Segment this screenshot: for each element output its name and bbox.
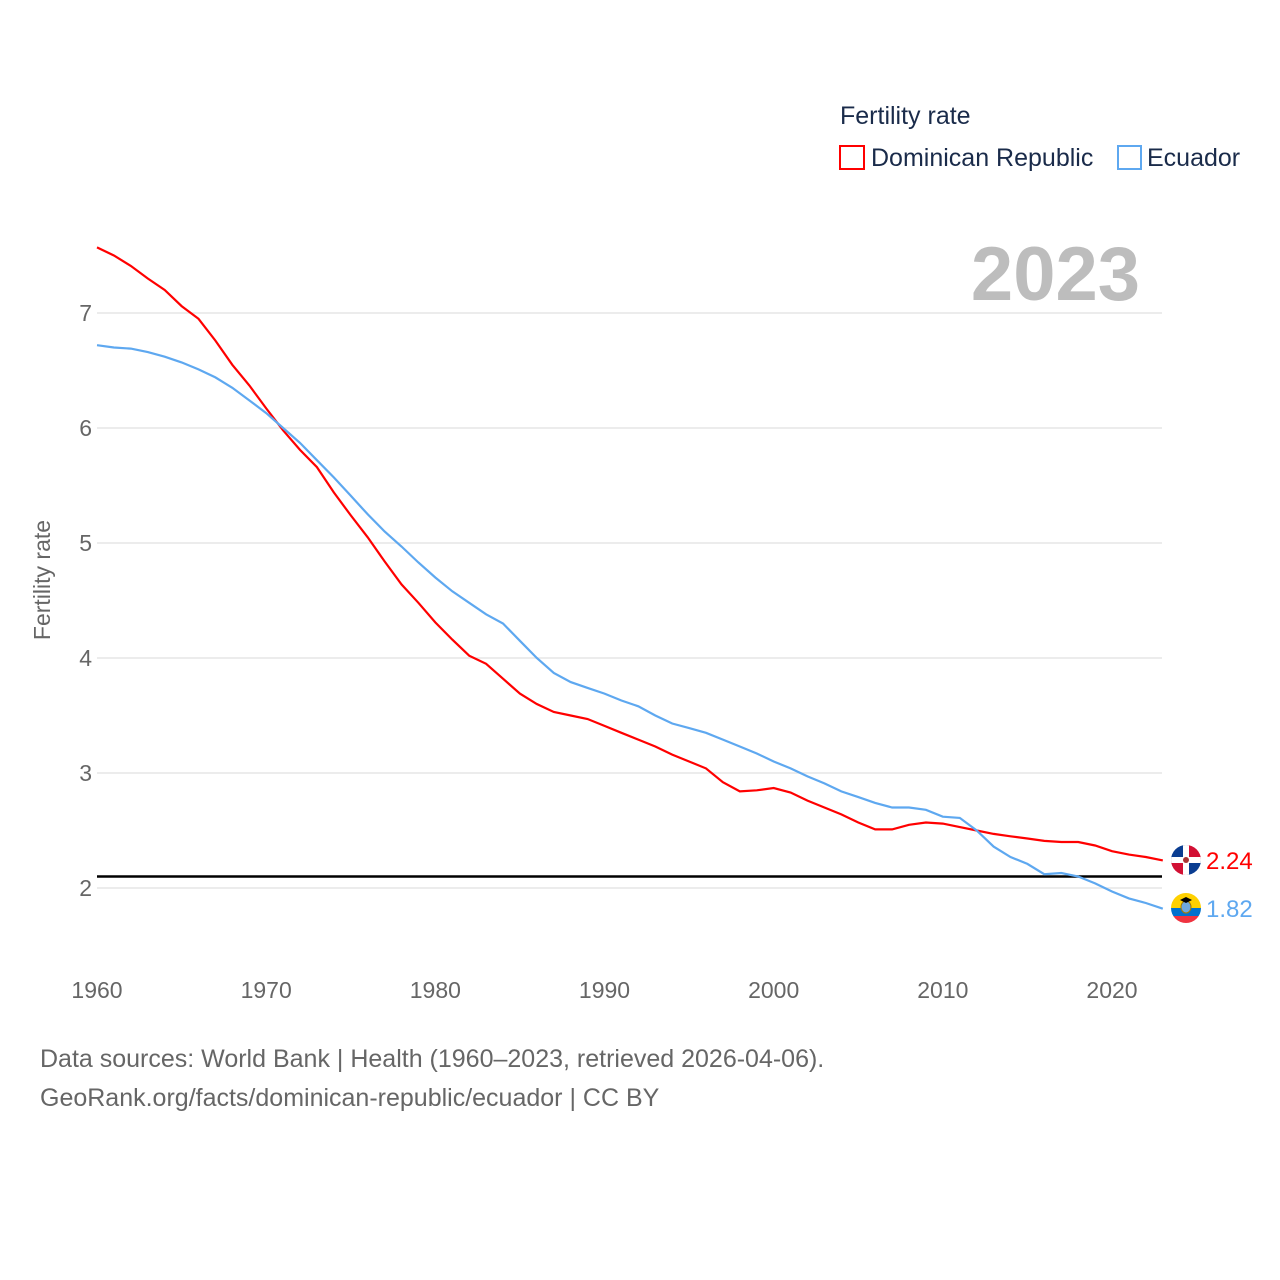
y-tick-label: 3 — [79, 760, 92, 786]
x-tick-label: 1970 — [241, 977, 292, 1003]
ecuador-flag-icon — [1171, 893, 1201, 923]
x-tick-label: 2010 — [917, 977, 968, 1003]
x-tick-label: 2000 — [748, 977, 799, 1003]
source-link[interactable]: GeoRank.org/facts/dominican-republic/ecu… — [40, 1084, 660, 1112]
y-tick-label: 4 — [79, 645, 92, 671]
y-tick-label: 5 — [79, 530, 92, 556]
year-label: 2023 — [971, 232, 1140, 317]
legend-title: Fertility rate — [840, 102, 971, 130]
series-line-dominican-republic — [96, 246, 1164, 862]
data-source-text: Data sources: World Bank | Health (1960–… — [40, 1045, 825, 1073]
series-line-ecuador — [96, 344, 1164, 910]
end-value-label: 1.82 — [1206, 896, 1253, 923]
legend-swatch-dominican-republic — [839, 145, 865, 170]
end-value-label: 2.24 — [1206, 848, 1253, 875]
y-axis-label: Fertility rate — [29, 520, 55, 640]
legend-label: Dominican Republic — [871, 144, 1093, 172]
y-tick-label: 6 — [79, 415, 92, 441]
legend-swatch-ecuador — [1117, 145, 1142, 170]
x-tick-label: 1990 — [579, 977, 630, 1003]
x-tick-label: 2020 — [1086, 977, 1137, 1003]
y-tick-label: 2 — [79, 875, 92, 901]
legend-label: Ecuador — [1147, 144, 1240, 172]
dominican-republic-flag-icon — [1171, 845, 1201, 875]
x-tick-label: 1960 — [71, 977, 122, 1003]
y-tick-label: 7 — [79, 300, 92, 326]
x-tick-label: 1980 — [410, 977, 461, 1003]
